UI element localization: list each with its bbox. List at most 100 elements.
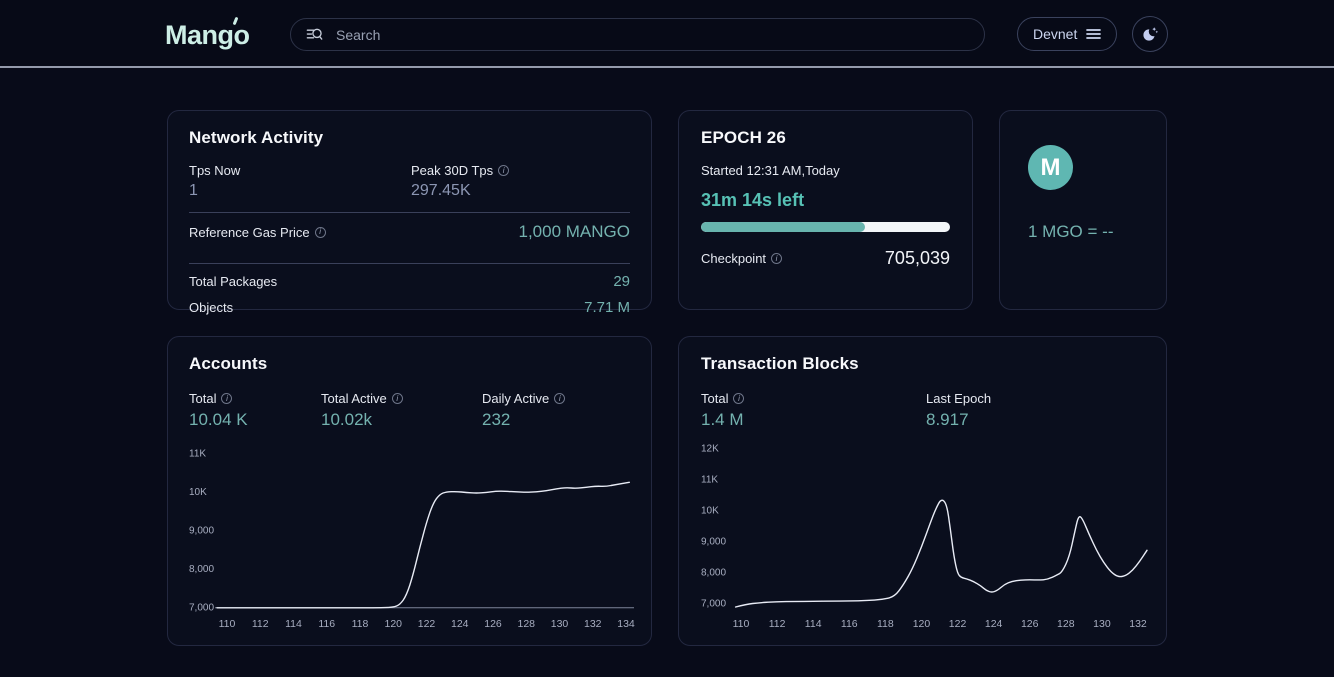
tx-total-value: 1.4 M [701,410,744,429]
svg-text:124: 124 [451,618,469,630]
epoch-started: Started 12:31 AM,Today [701,163,840,178]
svg-text:134: 134 [617,618,635,630]
svg-text:8,000: 8,000 [189,564,214,575]
svg-text:130: 130 [1093,618,1111,630]
epoch-card: EPOCH 26 Started 12:31 AM,Today 31m 14s … [678,110,973,310]
accounts-daily-active-value: 232 [482,410,511,429]
svg-text:126: 126 [484,618,502,630]
transaction-blocks-card: Transaction Blocks Total 1.4 M Last Epoc… [678,336,1167,646]
total-packages-label: Total Packages [189,274,278,289]
svg-text:128: 128 [1057,618,1075,630]
info-icon[interactable] [221,393,233,404]
svg-text:9,000: 9,000 [189,526,214,537]
accounts-total-value: 10.04 K [189,410,248,429]
svg-text:11K: 11K [189,449,206,460]
svg-text:112: 112 [769,618,786,630]
accounts-total-active-stat: Total Active 10.02k [321,391,482,430]
info-icon[interactable] [733,393,745,404]
svg-text:7,000: 7,000 [701,599,726,610]
transactions-chart: 7,000 8,000 9,000 10K 11K 12K 110 112 114 116 118 1… [701,440,1148,636]
info-icon[interactable] [771,253,783,264]
svg-text:116: 116 [841,618,858,630]
accounts-chart: 7,000 8,000 9,000 10K 11K 110 112 114 116 118 120 1… [189,440,635,636]
divider [189,263,630,264]
svg-text:110: 110 [219,618,236,630]
accounts-total-active-value: 10.02k [321,410,373,429]
transaction-blocks-title: Transaction Blocks [701,354,859,373]
search-input[interactable] [336,26,970,43]
svg-text:116: 116 [318,618,335,630]
svg-text:130: 130 [551,618,569,630]
svg-text:10K: 10K [189,487,207,498]
gas-price-label: Reference Gas Price [189,224,310,240]
accounts-daily-active-label: Daily Active [482,391,550,406]
svg-text:9,000: 9,000 [701,537,726,548]
svg-text:120: 120 [913,618,931,630]
svg-text:114: 114 [285,618,302,630]
mgo-coin-icon: M [1028,145,1073,190]
objects-value: 7.71 M [584,299,630,316]
hamburger-icon [1086,29,1102,39]
info-icon[interactable] [554,393,566,404]
search-bar[interactable] [290,18,985,51]
svg-text:8,000: 8,000 [701,568,726,579]
svg-text:122: 122 [949,618,967,630]
epoch-title: EPOCH 26 [701,128,786,147]
svg-text:110: 110 [733,618,750,630]
top-nav: Mango Devnet [0,0,1334,68]
mgo-price-text: 1 MGO = -- [1028,222,1114,241]
objects-row: Objects 7.71 M [189,299,630,316]
peak-tps-value: 297.45K [411,182,471,199]
mgo-price-card: M 1 MGO = -- [999,110,1167,310]
gas-price-row: Reference Gas Price 1,000 MANGO [189,213,630,251]
tx-total-label: Total [701,391,729,406]
accounts-total-label: Total [189,391,217,406]
svg-text:7,000: 7,000 [189,603,214,614]
theme-toggle-button[interactable] [1132,16,1168,52]
accounts-total-active-label: Total Active [321,391,387,406]
tx-total-stat: Total 1.4 M [701,391,926,430]
objects-label: Objects [189,300,234,315]
tx-last-epoch-stat: Last Epoch 8.917 [926,391,1144,430]
svg-text:126: 126 [1021,618,1039,630]
gas-price-value: 1,000 MANGO [518,222,631,241]
epoch-time-left: 31m 14s left [701,190,805,210]
moon-icon [1143,27,1159,41]
svg-text:132: 132 [584,618,602,630]
svg-text:118: 118 [877,618,894,630]
peak-tps-label: Peak 30D Tps [411,163,494,178]
checkpoint-label: Checkpoint [701,251,767,266]
info-icon[interactable] [314,226,326,238]
peak-tps-stat: Peak 30D Tps 297.45K [411,163,630,200]
tx-last-epoch-value: 8.917 [926,410,969,429]
svg-text:11K: 11K [701,475,718,486]
network-label: Devnet [1033,26,1078,42]
svg-text:120: 120 [384,618,402,630]
info-icon[interactable] [498,165,510,176]
svg-text:10K: 10K [701,506,719,517]
tx-last-epoch-label: Last Epoch [926,391,992,406]
svg-text:12K: 12K [701,444,719,455]
checkpoint-row: Checkpoint 705,039 [701,248,950,269]
divider [189,212,630,213]
svg-text:124: 124 [985,618,1003,630]
tps-now-stat: Tps Now 1 [189,163,411,200]
tps-now-label: Tps Now [189,163,241,178]
accounts-card: Accounts Total 10.04 K Total Active 10.0… [167,336,652,646]
svg-text:118: 118 [352,618,369,630]
tps-now-value: 1 [189,182,198,199]
svg-text:132: 132 [1129,618,1147,630]
accounts-title: Accounts [189,354,268,373]
accounts-daily-active-stat: Daily Active 232 [482,391,630,430]
app-logo[interactable]: Mango [165,16,250,52]
network-activity-card: Network Activity Tps Now 1 Peak 30D Tps … [167,110,652,316]
info-icon[interactable] [391,393,403,404]
logo-text: Mango [165,19,250,50]
svg-text:128: 128 [517,618,535,630]
network-select-button[interactable]: Devnet [1017,17,1118,51]
accounts-total-stat: Total 10.04 K [189,391,321,430]
network-activity-title: Network Activity [189,128,324,147]
epoch-progress-fill [701,222,866,232]
svg-text:112: 112 [252,618,269,630]
search-icon [306,28,323,40]
